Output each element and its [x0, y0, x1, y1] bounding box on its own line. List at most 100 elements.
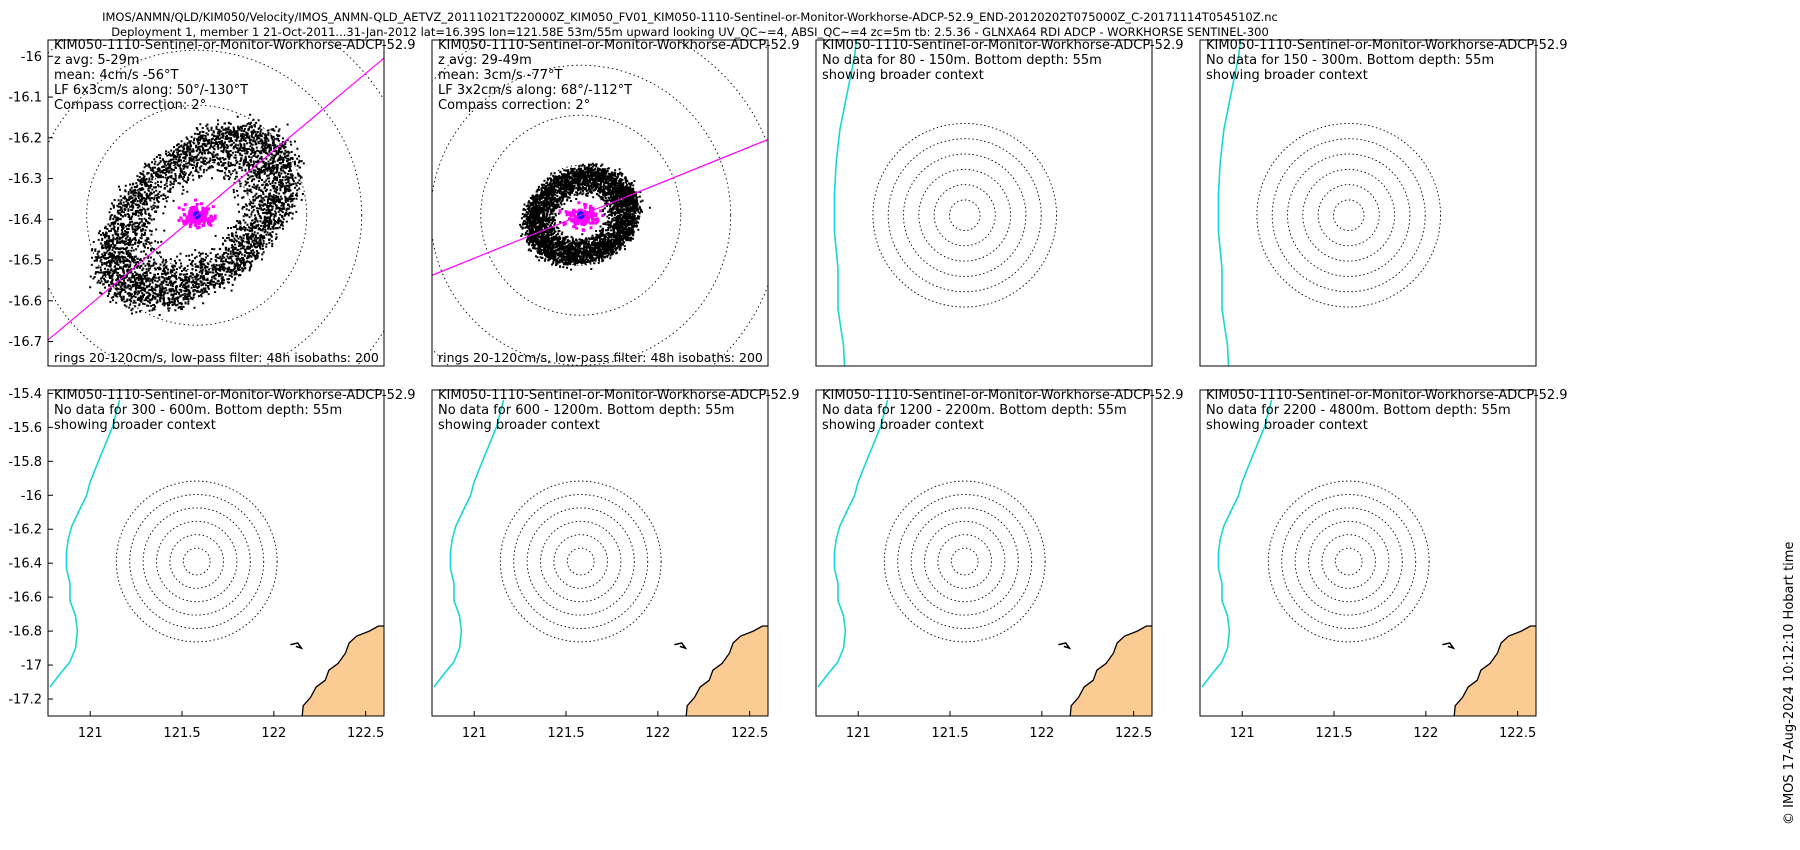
axes-frame: [431, 389, 769, 717]
y-tick-label: -16.4: [8, 557, 42, 572]
coastline-200m: [817, 399, 889, 688]
x-tick-label: 121: [1230, 726, 1255, 741]
y-tick-label: -16: [21, 489, 42, 504]
panel-info-line: showing broader context: [822, 418, 984, 433]
speed-ring: [924, 520, 1006, 603]
panel-info-line: Compass correction: 2°: [54, 98, 206, 113]
plot-area: [433, 399, 768, 716]
speed-ring: [910, 507, 1019, 616]
panel-info-line: mean: 3cm/s -77°T: [438, 68, 562, 83]
speed-ring: [169, 534, 224, 589]
speed-ring: [1334, 547, 1363, 576]
island: [1442, 642, 1456, 650]
x-tick-label: 121: [846, 726, 871, 741]
speed-ring: [1302, 168, 1396, 262]
y-tick-label: -16.7: [8, 335, 42, 350]
speed-ring: [903, 153, 1027, 277]
y-tick-label: -17.2: [8, 693, 42, 708]
panel-7: KIM050-1110-Sentinel-or-Monitor-Workhors…: [815, 388, 1184, 741]
axes-frame: [431, 39, 769, 367]
panel-title: KIM050-1110-Sentinel-or-Monitor-Workhors…: [54, 38, 416, 53]
panel-annotation: KIM050-1110-Sentinel-or-Monitor-Workhors…: [1206, 388, 1568, 433]
axes-frame: [1199, 39, 1537, 367]
speed-ring: [499, 480, 662, 643]
island: [1058, 642, 1072, 650]
speed-ring: [129, 494, 265, 629]
panel-4: KIM050-1110-Sentinel-or-Monitor-Workhors…: [1199, 38, 1568, 367]
y-tick-label: -16.4: [8, 213, 42, 228]
island: [290, 642, 304, 650]
speed-ring: [48, 49, 363, 366]
panel-info-line: No data for 300 - 600m. Bottom depth: 55…: [54, 403, 342, 418]
panel-info-line: showing broader context: [54, 418, 216, 433]
x-tick-label: 121.5: [931, 726, 968, 741]
coastline-200m: [1217, 40, 1242, 366]
x-tick-label: 121.5: [163, 726, 200, 741]
plot-area: [1201, 399, 1536, 716]
plot-area: [817, 399, 1152, 716]
land-mass: [1453, 625, 1536, 716]
panel-info-line: LF 3x2cm/s along: 68°/-112°T: [438, 83, 632, 98]
x-tick-label: 122.5: [1499, 726, 1536, 741]
plot-area: [1217, 40, 1441, 366]
current-scatter: [89, 113, 305, 316]
speed-ring: [566, 547, 595, 576]
speed-ring: [1317, 184, 1380, 247]
y-tick-label: -15.6: [8, 421, 42, 436]
principal-axis-line: [48, 57, 384, 341]
plot-area: rings 20-120cm/s, low-pass filter: 48h i…: [48, 40, 498, 366]
y-tick-label: -16.8: [8, 625, 42, 640]
current-scatter: [519, 162, 651, 271]
speed-ring: [142, 507, 251, 616]
panel-2: rings 20-120cm/s, low-pass filter: 48h i…: [431, 38, 882, 367]
x-tick-label: 122.5: [731, 726, 768, 741]
y-tick-label: -16.2: [8, 131, 42, 146]
isobath-caption: rings 20-120cm/s, low-pass filter: 48h i…: [438, 350, 882, 365]
land-mass: [1069, 625, 1152, 716]
speed-ring: [897, 494, 1033, 629]
speed-ring: [553, 534, 608, 589]
coastline-200m: [49, 399, 121, 688]
axes-frame: [815, 389, 1153, 717]
y-tick-label: -16.3: [8, 172, 42, 187]
y-tick-label: -16: [21, 50, 42, 65]
x-tick-label: 121: [462, 726, 487, 741]
panel-3: KIM050-1110-Sentinel-or-Monitor-Workhors…: [815, 38, 1184, 367]
panel-info-line: No data for 80 - 150m. Bottom depth: 55m: [822, 53, 1102, 68]
speed-ring: [86, 104, 308, 326]
plot-area: [833, 40, 1057, 366]
figure-subtitle: Deployment 1, member 1 21-Oct-2011...31-…: [111, 25, 1269, 39]
y-tick-label: -15.8: [8, 455, 42, 470]
speed-ring: [1267, 480, 1430, 643]
speed-ring: [1321, 534, 1376, 589]
panel-title: KIM050-1110-Sentinel-or-Monitor-Workhors…: [1206, 388, 1568, 403]
coastline-200m: [1201, 399, 1273, 688]
axes-frame: [47, 39, 385, 367]
x-tick-label: 122.5: [1115, 726, 1152, 741]
speed-ring: [432, 64, 732, 366]
speed-ring: [918, 168, 1012, 262]
plot-area: rings 20-120cm/s, low-pass filter: 48h i…: [432, 40, 882, 366]
x-tick-label: 122: [645, 726, 670, 741]
speed-ring: [883, 480, 1046, 643]
panel-info-line: Compass correction: 2°: [438, 98, 590, 113]
y-tick-label: -16.6: [8, 591, 42, 606]
y-tick-label: -17: [21, 659, 42, 674]
x-tick-label: 122.5: [347, 726, 384, 741]
island: [674, 642, 688, 650]
speed-ring: [933, 184, 996, 247]
x-tick-label: 121: [78, 726, 103, 741]
panel-title: KIM050-1110-Sentinel-or-Monitor-Workhors…: [822, 388, 1184, 403]
speed-ring: [948, 199, 981, 231]
principal-axis-line: [432, 138, 768, 276]
axes-frame: [815, 39, 1153, 367]
land-mass: [685, 625, 768, 716]
plot-area: [49, 399, 384, 716]
speed-ring: [480, 114, 682, 316]
x-tick-label: 121.5: [1315, 726, 1352, 741]
panel-1: rings 20-120cm/s, low-pass filter: 48h i…: [8, 38, 498, 367]
speed-ring: [115, 480, 278, 643]
panel-8: KIM050-1110-Sentinel-or-Monitor-Workhors…: [1199, 388, 1568, 741]
isobath-caption: rings 20-120cm/s, low-pass filter: 48h i…: [54, 350, 498, 365]
